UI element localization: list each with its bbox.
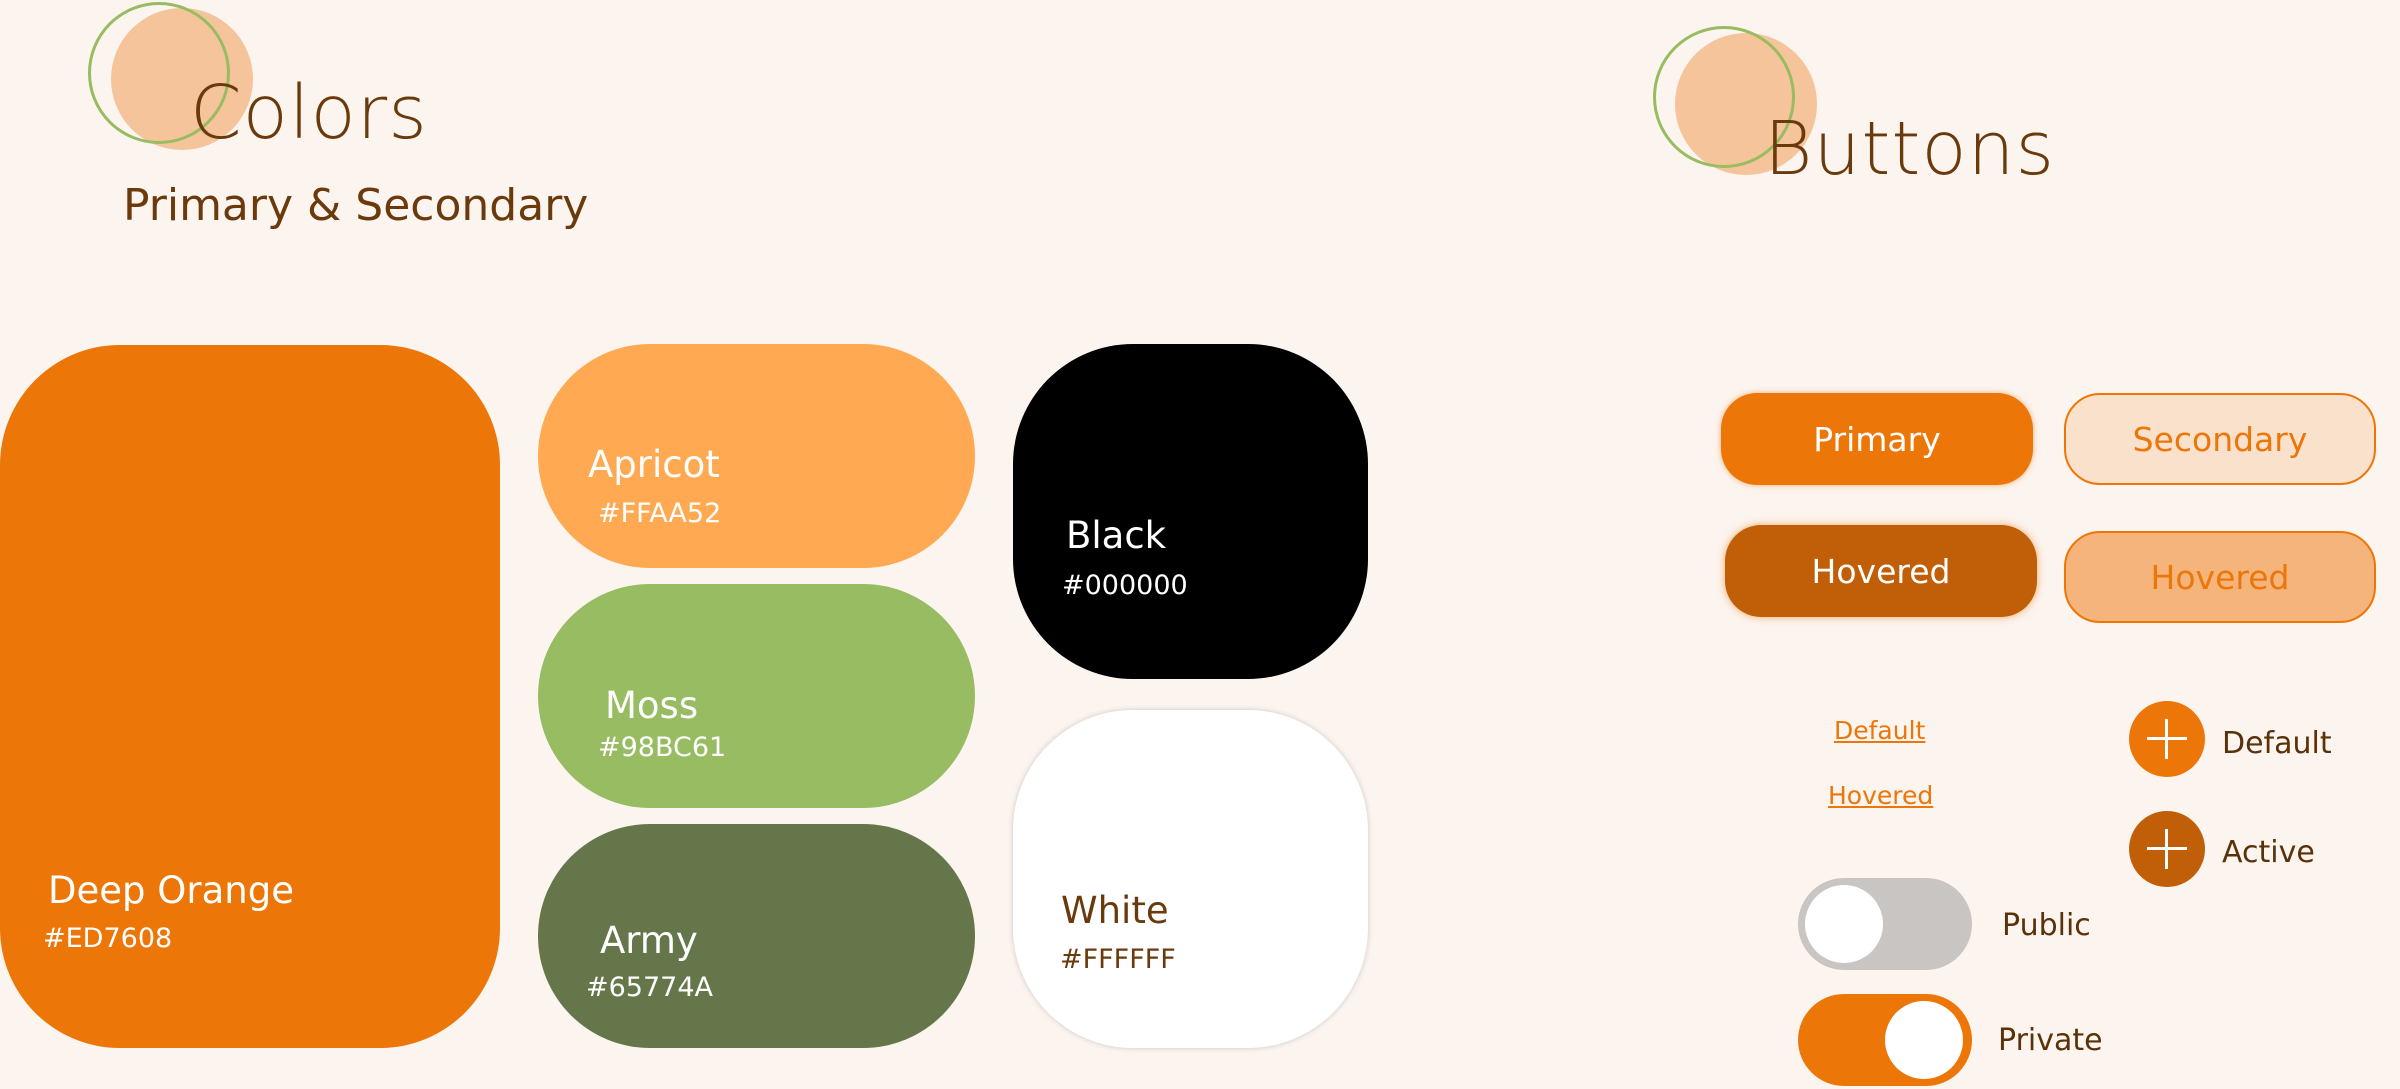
secondary-button-hovered[interactable]: Hovered [2064, 531, 2376, 623]
swatch-army: Army #65774A [538, 824, 975, 1048]
swatch-hex: #98BC61 [598, 732, 727, 763]
colors-title: Colors [190, 70, 428, 156]
swatch-white: White #FFFFFF [1013, 710, 1368, 1048]
swatch-hex: #FFFFFF [1060, 944, 1176, 975]
swatch-moss: Moss #98BC61 [538, 584, 975, 808]
toggle-knob [1885, 1001, 1963, 1079]
toggle-private[interactable] [1798, 994, 1972, 1086]
swatch-hex: #65774A [586, 972, 713, 1003]
colors-subtitle: Primary & Secondary [123, 180, 589, 231]
buttons-title-decoration-ring [1653, 26, 1795, 168]
add-button-default[interactable] [2129, 701, 2205, 777]
toggle-public[interactable] [1798, 878, 1972, 970]
add-button-active[interactable] [2129, 811, 2205, 887]
swatch-hex: #ED7608 [43, 923, 173, 954]
swatch-name: Deep Orange [48, 869, 294, 912]
primary-button-hovered[interactable]: Hovered [1725, 525, 2037, 617]
swatch-name: Black [1066, 514, 1167, 557]
link-hovered[interactable]: Hovered [1828, 781, 1934, 810]
toggle-public-label: Public [2002, 908, 2091, 943]
swatch-hex: #000000 [1062, 570, 1188, 601]
swatch-name: Army [600, 919, 698, 962]
swatch-black: Black #000000 [1013, 344, 1368, 679]
colors-title-decoration-ring [88, 2, 230, 144]
toggle-knob [1805, 885, 1883, 963]
link-default[interactable]: Default [1834, 716, 1926, 745]
toggle-private-label: Private [1998, 1023, 2103, 1058]
primary-button[interactable]: Primary [1721, 393, 2033, 485]
swatch-name: White [1061, 889, 1169, 932]
add-button-default-label: Default [2222, 726, 2332, 761]
swatch-apricot: Apricot #FFAA52 [538, 344, 975, 568]
buttons-title: Buttons [1764, 106, 2056, 192]
swatch-hex: #FFAA52 [598, 498, 722, 529]
swatch-deep-orange: Deep Orange #ED7608 [0, 345, 500, 1048]
add-button-active-label: Active [2222, 835, 2315, 870]
secondary-button[interactable]: Secondary [2064, 393, 2376, 485]
swatch-name: Apricot [588, 443, 720, 486]
swatch-name: Moss [605, 684, 699, 727]
